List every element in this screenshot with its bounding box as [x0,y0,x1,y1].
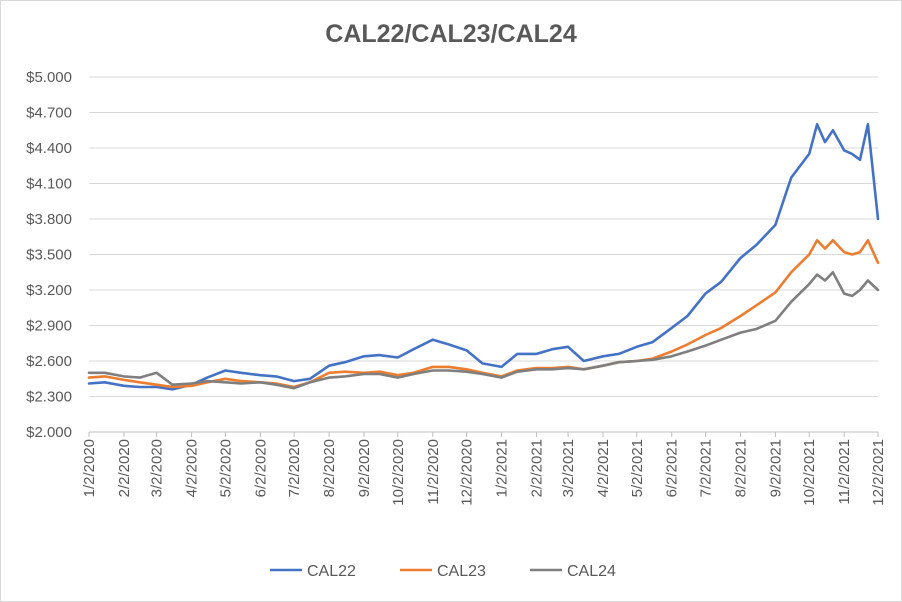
y-tick-label: $2.000 [26,424,72,441]
x-tick-label: 5/2/2020 [217,439,234,497]
x-tick-label: 12/2/2020 [459,439,476,506]
x-tick-label: 3/2/2021 [560,439,577,497]
x-tick-label: 4/2/2020 [184,439,201,497]
y-tick-label: $3.200 [26,282,72,299]
x-tick-label: 9/2/2020 [356,439,373,497]
x-tick-label: 8/2/2020 [321,439,338,497]
x-tick-label: 7/2/2021 [698,439,715,497]
series-line-cal22 [87,123,880,391]
y-tick-label: $5.000 [26,69,72,86]
x-tick-label: 9/2/2021 [767,439,784,497]
x-tick-label: 12/2/2021 [870,439,887,506]
x-axis-ticks: 1/2/2020 2/2/2020 3/2/2020 4/2/2020 5/2/2020… [81,432,887,506]
y-tick-label: $2.900 [26,318,72,335]
y-tick-label: $4.400 [26,140,72,157]
y-axis-ticks: $2.000 $2.300 $2.600 $2.900 $3.200 $3.500 $3.8… [26,69,72,441]
x-tick-label: 11/2/2020 [425,439,442,505]
legend-label-cal24: CAL24 [567,563,616,580]
y-tick-label: $3.800 [26,211,72,228]
chart-title: CAL22/CAL23/CAL24 [325,20,577,48]
x-tick-label: 2/2/2020 [116,439,133,497]
series-lines [87,123,880,391]
legend-label-cal23: CAL23 [437,563,486,580]
y-tick-label: $4.700 [26,105,72,122]
x-tick-label: 6/2/2021 [664,439,681,497]
x-tick-label: 4/2/2021 [595,439,612,497]
y-tick-label: $2.300 [26,389,72,406]
x-tick-label: 7/2/2020 [286,439,303,497]
legend-label-cal22: CAL22 [307,563,356,580]
y-tick-label: $3.500 [26,247,72,264]
x-tick-label: 11/2/2021 [836,439,853,505]
x-tick-label: 10/2/2021 [801,439,818,506]
x-tick-label: 10/2/2020 [390,439,407,506]
y-tick-label: $4.100 [26,176,72,193]
series-line-cal23 [87,239,880,389]
series-line-cal24 [87,270,880,390]
gridlines [89,76,878,433]
x-tick-label: 5/2/2021 [629,439,646,497]
x-tick-label: 1/2/2021 [494,439,511,497]
x-tick-label: 6/2/2020 [252,439,269,497]
x-tick-label: 2/2/2021 [528,439,545,497]
legend: CAL22 CAL23 CAL24 [270,563,616,580]
x-tick-label: 8/2/2021 [732,439,749,497]
x-tick-label: 3/2/2020 [149,439,166,497]
x-tick-label: 1/2/2020 [81,439,98,497]
y-tick-label: $2.600 [26,353,72,370]
